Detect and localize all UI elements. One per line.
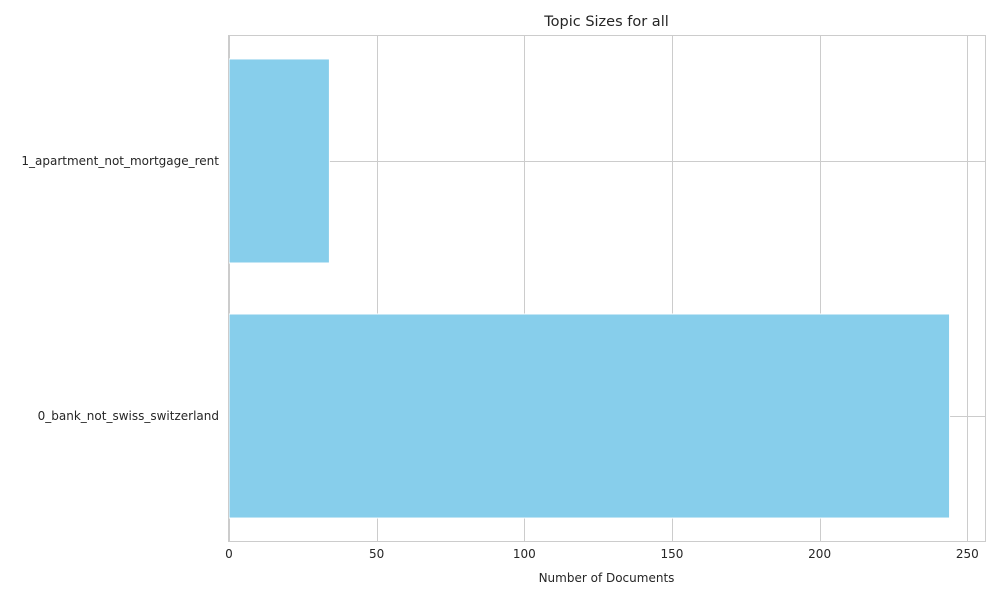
x-tick-label: 250 (956, 547, 979, 561)
x-tick-labels: 0 50 100 150 200 250 (225, 547, 979, 561)
x-tick-label: 200 (808, 547, 831, 561)
x-axis-label: Number of Documents (539, 571, 675, 585)
x-tick-label: 0 (225, 547, 233, 561)
y-tick-label: 1_apartment_not_mortgage_rent (21, 154, 219, 168)
plot-frame (228, 35, 986, 542)
chart-title: Topic Sizes for all (543, 14, 669, 30)
bar-0_bank_not_swiss_switzerland (228, 313, 951, 519)
y-tick-labels: 0_bank_not_swiss_switzerland 1_apartment_… (21, 154, 219, 423)
x-tick-label: 100 (513, 547, 536, 561)
bar-layer (228, 58, 951, 519)
bar-1_apartment_not_mortgage_rent (228, 58, 330, 264)
x-tick-label: 150 (661, 547, 684, 561)
x-tick-label: 50 (369, 547, 384, 561)
y-tick-label: 0_bank_not_swiss_switzerland (38, 409, 219, 423)
